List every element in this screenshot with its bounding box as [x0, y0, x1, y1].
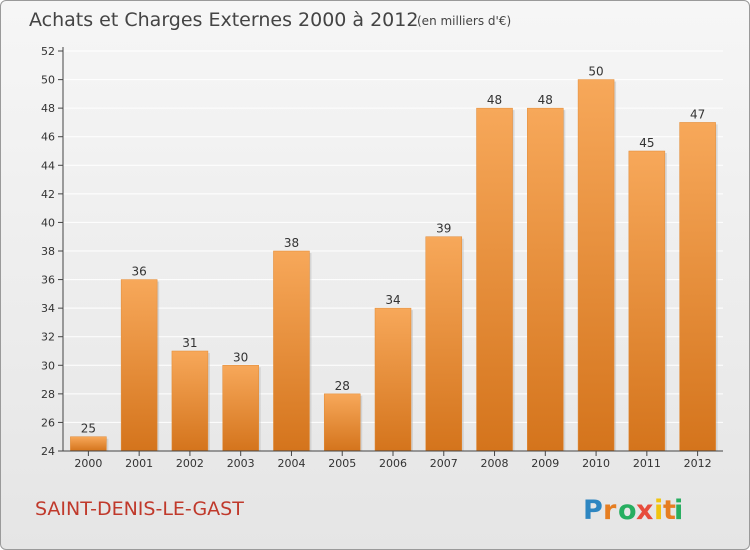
- data-label-2000: 25: [81, 422, 96, 436]
- y-tick-label: 52: [41, 45, 55, 58]
- bar-2003: [222, 365, 259, 452]
- data-label-2002: 31: [182, 336, 197, 350]
- y-tick-label: 24: [41, 445, 55, 458]
- data-label-2008: 48: [487, 93, 502, 107]
- logo-letter: x: [636, 495, 653, 526]
- bars: [70, 79, 718, 452]
- data-label-2001: 36: [132, 265, 147, 279]
- bar-2012: [679, 122, 716, 452]
- x-tick-label: 2012: [684, 457, 712, 470]
- data-label-2011: 45: [639, 136, 654, 150]
- x-tick-label: 2002: [176, 457, 204, 470]
- data-label-2010: 50: [588, 65, 603, 79]
- bar-2004: [273, 250, 310, 452]
- logo-letter: P: [583, 495, 603, 526]
- bar-2007: [425, 236, 463, 452]
- y-tick-label: 34: [41, 302, 55, 315]
- bar-2011: [628, 150, 666, 452]
- data-label-2006: 34: [385, 293, 400, 307]
- logo-letter: i: [654, 495, 663, 526]
- x-tick-label: 2001: [125, 457, 153, 470]
- y-tick-label: 28: [41, 388, 55, 401]
- logo-letter: o: [618, 495, 637, 526]
- y-tick-label: 30: [41, 359, 55, 372]
- x-tick-label: 2000: [74, 457, 102, 470]
- data-label-2007: 39: [436, 222, 451, 236]
- x-tick-label: 2006: [379, 457, 407, 470]
- logo-letter: t: [663, 495, 676, 526]
- y-tick-label: 50: [41, 74, 55, 87]
- bar-2001: [120, 279, 158, 452]
- bar-2006: [374, 307, 412, 452]
- chart-title: Achats et Charges Externes 2000 à 2012: [29, 9, 418, 31]
- x-tick-labels: 2000 2001 2002 2003 2004 2005 2006 2007 2008 2009…: [74, 457, 711, 470]
- x-tick-label: 2003: [227, 457, 255, 470]
- y-tick-label: 40: [41, 216, 55, 229]
- logo-letter: i: [674, 495, 683, 526]
- x-tick-label: 2005: [328, 457, 356, 470]
- y-tick-label: 44: [41, 159, 55, 172]
- chart-subtitle: (en milliers d'€): [417, 14, 511, 28]
- y-tick-label: 36: [41, 274, 55, 287]
- data-label-2009: 48: [538, 93, 553, 107]
- data-label-2004: 38: [284, 236, 299, 250]
- logo-letter: r: [603, 495, 617, 526]
- y-tick-label: 42: [41, 188, 55, 201]
- x-tick-label: 2007: [430, 457, 458, 470]
- bar-2010: [577, 79, 615, 452]
- y-tick-label: 46: [41, 131, 55, 144]
- bar-2008: [476, 107, 513, 452]
- data-label-2012: 47: [690, 107, 705, 121]
- y-tick-label: 32: [41, 331, 55, 344]
- bar-2002: [171, 350, 209, 452]
- data-label-2003: 30: [233, 350, 248, 364]
- data-labels: 25 36 31 30 38 28 34 39 48 48 50 45 47: [81, 65, 706, 436]
- axes: [58, 47, 723, 456]
- y-tick-label: 48: [41, 102, 55, 115]
- city-name: SAINT-DENIS-LE-GAST: [35, 498, 244, 520]
- x-tick-label: 2008: [481, 457, 509, 470]
- x-tick-label: 2009: [531, 457, 559, 470]
- x-tick-label: 2004: [277, 457, 305, 470]
- bar-2005: [323, 393, 361, 452]
- x-tick-label: 2011: [633, 457, 661, 470]
- bar-2000: [70, 436, 107, 452]
- bar-2009: [527, 107, 564, 452]
- x-tick-label: 2010: [582, 457, 610, 470]
- data-label-2005: 28: [335, 379, 350, 393]
- y-tick-labels: 24 26 28 30 32 34 36 38 40 42 44 46 48 50 52: [41, 45, 55, 458]
- y-tick-label: 38: [41, 245, 55, 258]
- y-tick-label: 26: [41, 416, 55, 429]
